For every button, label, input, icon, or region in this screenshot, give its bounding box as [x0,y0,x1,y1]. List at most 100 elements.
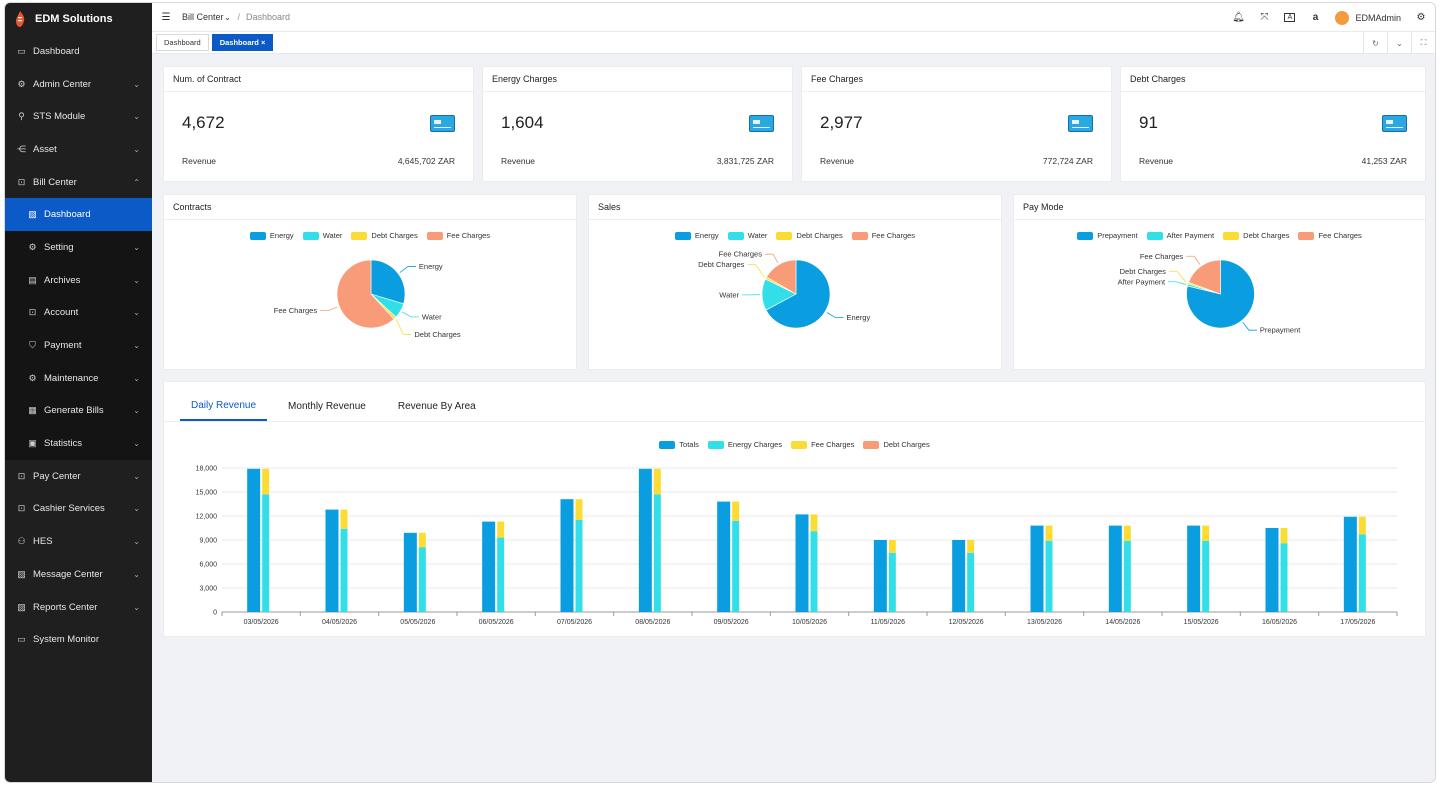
bar-energy-charges[interactable] [575,520,583,612]
legend-item[interactable]: Debt Charges [351,231,418,240]
collapse-indicator[interactable] [1121,92,1425,94]
sidebar-item-sts-module[interactable]: ⚲ STS Module ⌄ [5,100,152,133]
bar-totals[interactable] [482,521,496,612]
bar-fee-charges[interactable] [732,501,740,521]
user-name[interactable]: EDMAdmin [1355,12,1401,23]
bar-fee-charges[interactable] [262,468,270,495]
bar-totals[interactable] [1030,525,1044,612]
sidebar-subitem-maintenance[interactable]: ⚙ Maintenance ⌄ [5,362,152,395]
bar-totals[interactable] [247,468,261,612]
tag-dashboard-active[interactable]: Dashboard × [211,34,274,51]
legend-item[interactable]: Debt Charges [776,231,843,240]
bar-energy-charges[interactable] [1280,543,1288,612]
bar-fee-charges[interactable] [1202,525,1210,541]
sidebar-subitem-generate-bills[interactable]: ▦ Generate Bills ⌄ [5,395,152,428]
pie-slice[interactable] [336,259,395,329]
legend-item[interactable]: Debt Charges [1223,231,1289,240]
bar-totals[interactable] [795,514,809,612]
fullscreen-icon[interactable]: ⤧ [1260,12,1269,23]
legend-item[interactable]: Energy [249,231,294,240]
avatar[interactable] [1335,10,1350,25]
bar-energy-charges[interactable] [888,552,896,612]
bar-fee-charges[interactable] [967,540,975,553]
sidebar-item-hes[interactable]: ⚇ HES ⌄ [5,525,152,558]
pie-slice[interactable] [765,259,831,329]
sidebar-subitem-account[interactable]: ⊡ Account ⌄ [5,297,152,330]
bar-energy-charges[interactable] [653,494,661,612]
breadcrumb-parent[interactable]: Bill Center [182,12,224,22]
sidebar-item-admin-center[interactable]: ⚙ Admin Center ⌄ [5,68,152,101]
bar-totals[interactable] [952,540,966,612]
collapse-indicator[interactable] [483,92,792,94]
bar-totals[interactable] [325,509,339,612]
bar-fee-charges[interactable] [888,540,896,553]
bar-fee-charges[interactable] [1280,528,1288,544]
bar-totals[interactable] [403,532,417,612]
sidebar-item-message-center[interactable]: ▨ Message Center ⌄ [5,558,152,591]
legend-item[interactable]: Fee Charges [1298,231,1362,240]
bar-energy-charges[interactable] [340,528,348,612]
sidebar-item-reports-center[interactable]: ▨ Reports Center ⌄ [5,591,152,624]
bar-totals[interactable] [638,468,652,612]
bar-fee-charges[interactable] [1045,525,1053,541]
bar-totals[interactable] [560,499,574,612]
legend-item[interactable]: Water [727,231,767,240]
sidebar-item-dashboard[interactable]: ▭ Dashboard [5,35,152,68]
collapse-indicator[interactable] [164,92,473,94]
sidebar-subitem-payment[interactable]: ⛉ Payment ⌄ [5,329,152,362]
sidebar-subitem-dashboard[interactable]: ▨ Dashboard [5,198,152,232]
legend-item[interactable]: Fee Charges [426,231,490,240]
sidebar-item-pay-center[interactable]: ⊡ Pay Center ⌄ [5,460,152,493]
legend-item[interactable]: After Payment [1146,231,1214,240]
bar-energy-charges[interactable] [1202,540,1210,612]
legend-item[interactable]: Fee Charges [791,440,854,449]
pie-slice[interactable] [1188,259,1221,295]
sidebar-subitem-archives[interactable]: ▤ Archives ⌄ [5,264,152,297]
bar-totals[interactable] [1108,525,1122,612]
brand[interactable]: EDM Solutions [5,3,152,35]
font-size-icon[interactable]: A [1284,13,1296,22]
refresh-icon[interactable]: ↻ [1363,32,1387,54]
sidebar-subitem-statistics[interactable]: ▣ Statistics ⌄ [5,427,152,460]
sidebar-item-cashier-services[interactable]: ⊡ Cashier Services ⌄ [5,493,152,526]
bar-totals[interactable] [1187,525,1201,612]
bar-energy-charges[interactable] [1358,534,1366,612]
bar-fee-charges[interactable] [575,499,583,520]
language-icon[interactable]: a [1312,12,1319,23]
sidebar-item-system-monitor[interactable]: ▭ System Monitor [5,623,152,656]
legend-item[interactable]: Prepayment [1077,231,1138,240]
sidebar-subitem-setting[interactable]: ⚙ Setting ⌄ [5,231,152,264]
legend-item[interactable]: Energy [674,231,719,240]
bar-energy-charges[interactable] [1123,540,1131,612]
legend-item[interactable]: Totals [659,440,699,449]
chevron-down-icon[interactable]: ⌄ [1387,32,1411,54]
bar-fee-charges[interactable] [418,532,426,548]
legend-item[interactable]: Water [302,231,342,240]
sidebar-item-asset[interactable]: ⋲ Asset ⌄ [5,133,152,166]
bar-energy-charges[interactable] [732,520,740,612]
bar-energy-charges[interactable] [810,531,818,612]
legend-item[interactable]: Fee Charges [851,231,915,240]
chevron-down-icon[interactable]: ⌄ [224,12,231,22]
bar-energy-charges[interactable] [1045,540,1053,612]
bell-icon[interactable]: 🔔︎ [1232,12,1245,23]
bar-energy-charges[interactable] [967,552,975,612]
bar-fee-charges[interactable] [497,521,505,538]
bar-fee-charges[interactable] [1358,516,1366,535]
menu-toggle-icon[interactable]: ☰ [161,11,171,23]
tag-dashboard[interactable]: Dashboard [156,34,209,51]
tab-monthly-revenue[interactable]: Monthly Revenue [288,400,366,412]
bar-totals[interactable] [1265,528,1279,612]
bar-energy-charges[interactable] [418,547,426,612]
pie-slice[interactable] [766,259,797,295]
gear-icon[interactable]: ⚙ [1416,12,1426,23]
bar-fee-charges[interactable] [653,468,661,495]
tab-revenue-by-area[interactable]: Revenue By Area [397,400,476,412]
collapse-indicator[interactable] [802,92,1111,94]
bar-totals[interactable] [1343,516,1357,612]
expand-icon[interactable]: ⛶ [1411,32,1435,54]
sidebar-item-bill-center[interactable]: ⊡ Bill Center ⌃ [5,165,152,199]
legend-item[interactable]: Energy Charges [707,440,782,449]
bar-fee-charges[interactable] [810,514,818,532]
pie-slice[interactable] [370,259,406,305]
